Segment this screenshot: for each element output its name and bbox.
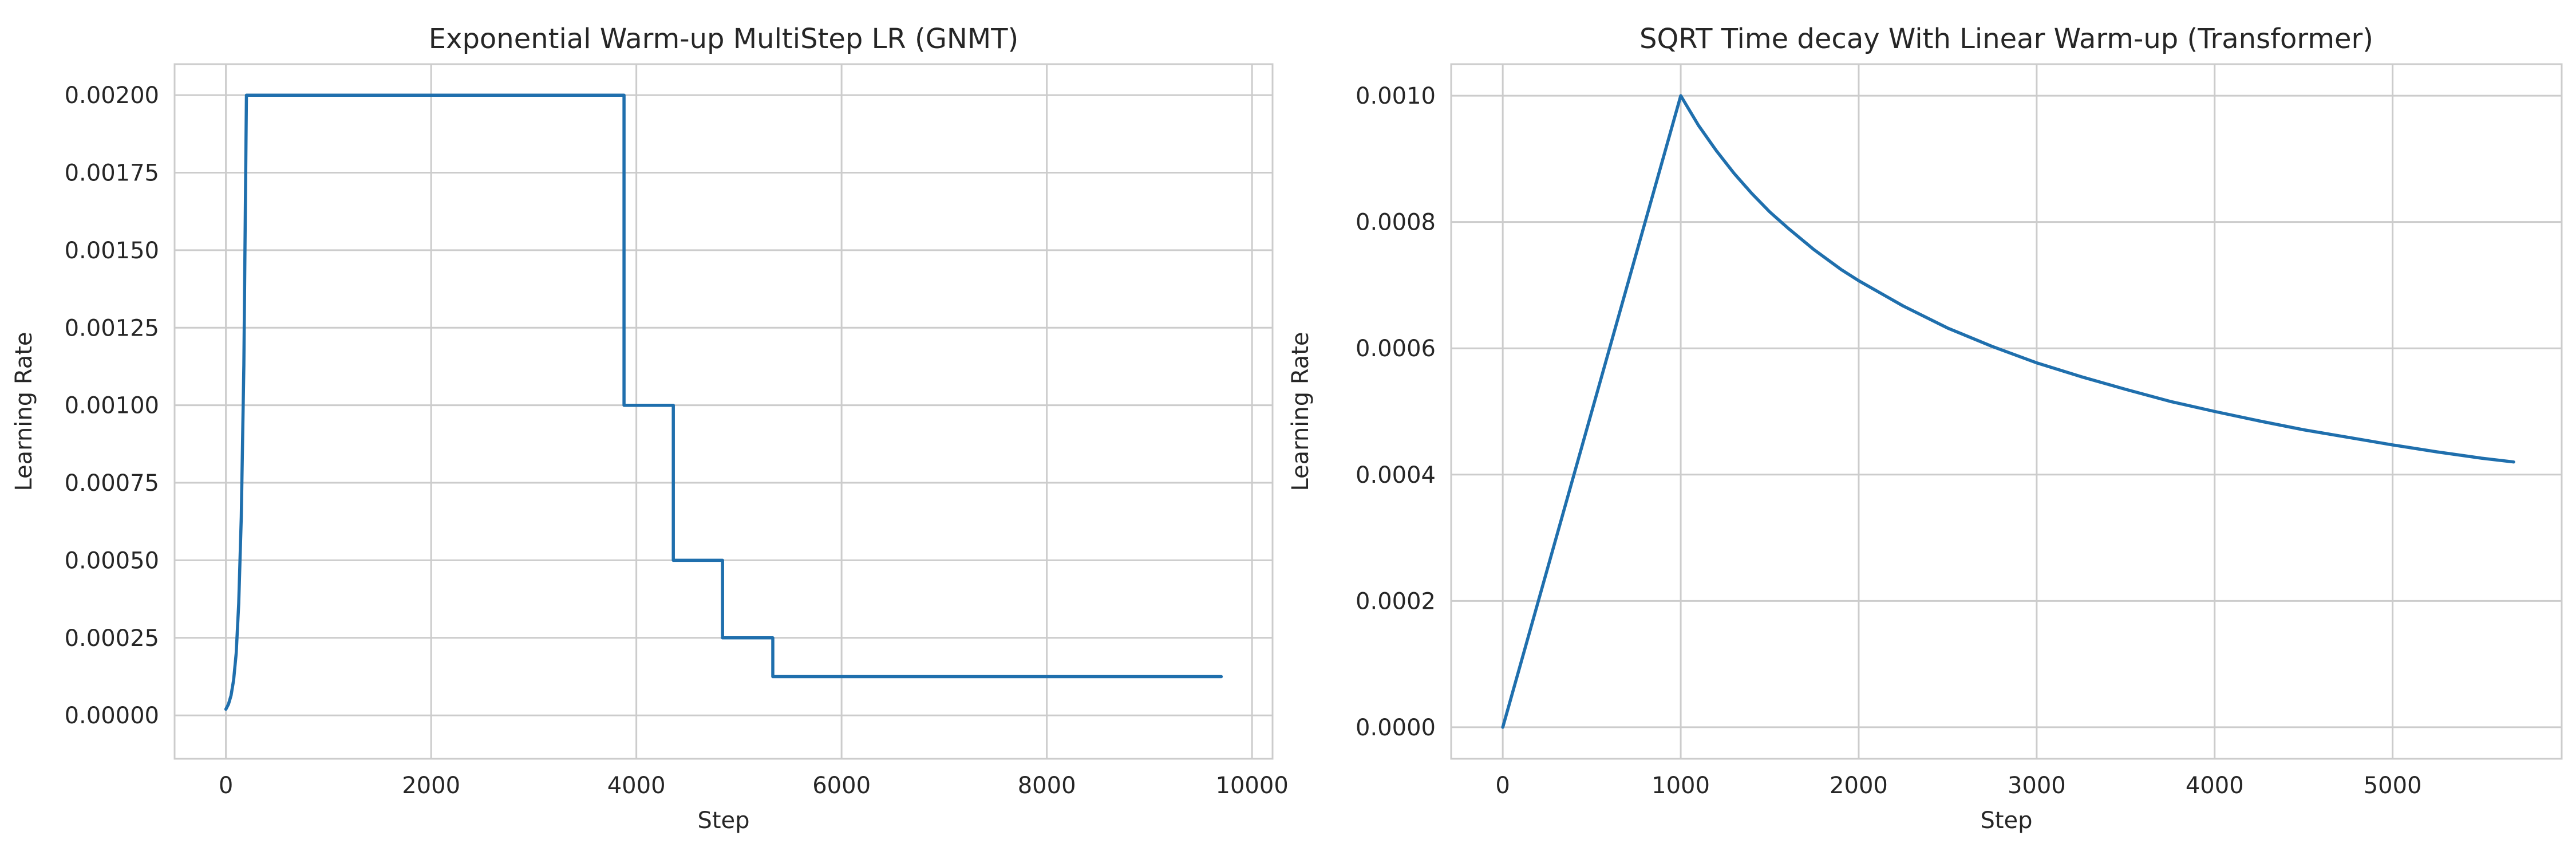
x-tick-label: 0: [1495, 773, 1510, 799]
y-tick-label: 0.00200: [65, 82, 159, 109]
plot-frame: [1450, 63, 2563, 760]
plot-frame: [173, 63, 1274, 760]
x-tick-label: 6000: [812, 773, 871, 799]
y-tick-label: 0.0008: [1356, 210, 1436, 236]
series-line: [1501, 94, 2515, 729]
x-tick-label: 2000: [1830, 773, 1888, 799]
x-tick-label: 2000: [402, 773, 460, 799]
series-line: [224, 93, 1223, 711]
y-tick-label: 0.00150: [65, 238, 159, 264]
y-tick-label: 0.00125: [65, 315, 159, 341]
chart-panel-1: 0 2000 4000 6000 8000 10000 0.00000 0.00025 0.00…: [11, 23, 1289, 834]
y-axis-label: Learning Rate: [1287, 332, 1314, 491]
x-tick-label: 8000: [1018, 773, 1076, 799]
y-axis-label: Learning Rate: [11, 332, 37, 491]
y-tick-label: 0.0002: [1356, 588, 1436, 614]
x-axis-label: Step: [697, 807, 749, 834]
chart-panel-2: 0 1000 2000 3000 4000 5000 0.0000 0.0002 0.0004 0…: [1287, 23, 2563, 834]
x-tick-label: 4000: [607, 773, 666, 799]
x-tick-label: 1000: [1652, 773, 1710, 799]
y-tick-label: 0.0006: [1356, 336, 1436, 362]
y-tick-label: 0.00000: [65, 703, 159, 729]
y-tick-label: 0.00175: [65, 160, 159, 187]
y-tick-label: 0.0004: [1356, 462, 1436, 488]
y-tick-label: 0.00050: [65, 547, 159, 574]
y-tick-label: 0.0010: [1356, 83, 1436, 109]
chart-title: Exponential Warm-up MultiStep LR (GNMT): [429, 23, 1019, 55]
y-tick-label: 0.00025: [65, 625, 159, 652]
x-tick-label: 3000: [2008, 773, 2066, 799]
x-tick-label: 4000: [2186, 773, 2244, 799]
x-tick-label: 0: [219, 773, 233, 799]
y-tick-label: 0.00100: [65, 393, 159, 419]
chart-title: SQRT Time decay With Linear Warm-up (Tra…: [1639, 23, 2373, 55]
x-tick-label: 10000: [1216, 773, 1289, 799]
x-tick-label: 5000: [2364, 773, 2422, 799]
y-tick-label: 0.00075: [65, 470, 159, 497]
y-tick-label: 0.0000: [1356, 715, 1436, 741]
x-axis-label: Step: [1980, 807, 2032, 834]
